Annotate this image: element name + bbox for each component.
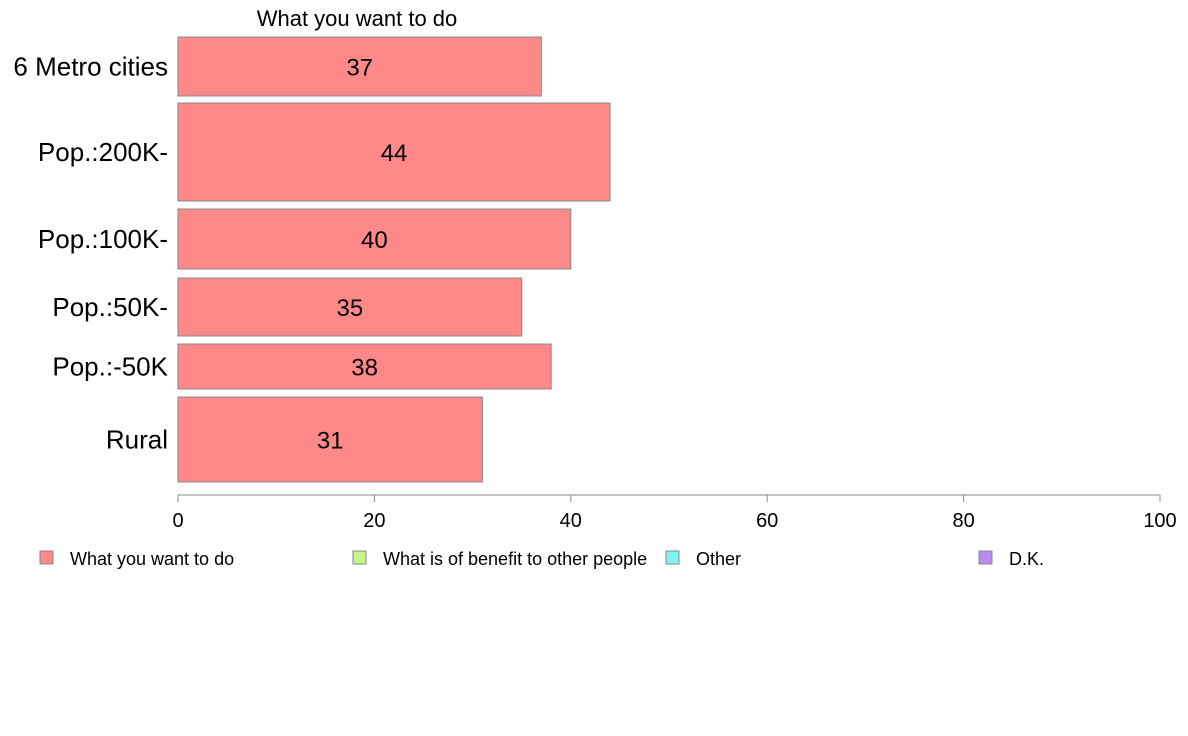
- data-label: 31: [317, 428, 344, 455]
- x-tick-label: 0: [172, 510, 183, 532]
- x-tick-label: 60: [756, 510, 778, 532]
- bar: [177, 277, 523, 337]
- data-label: 38: [351, 355, 378, 382]
- data-label: 35: [336, 295, 363, 322]
- legend-swatch: [352, 550, 367, 565]
- legend-label: What you want to do: [70, 549, 234, 569]
- legend-swatch: [665, 550, 680, 565]
- category-label: Pop.:-50K: [52, 352, 168, 382]
- x-axis: 0 20 40 60 80 100: [172, 494, 1177, 532]
- x-tick-label: 100: [1143, 510, 1176, 532]
- bar: [177, 343, 552, 390]
- x-tick-label: 40: [560, 510, 582, 532]
- category-labels: 6 Metro cities Pop.:200K- Pop.:100K- Pop.:5…: [13, 52, 168, 455]
- bar: [177, 208, 572, 270]
- data-label: 44: [381, 140, 408, 167]
- category-label: Pop.:200K-: [38, 137, 168, 167]
- category-label: Pop.:50K-: [52, 292, 168, 322]
- bar: [177, 36, 542, 97]
- category-label: Pop.:100K-: [38, 224, 168, 254]
- legend-label: What is of benefit to other people: [383, 549, 647, 569]
- data-label: 37: [346, 55, 373, 82]
- chart-title: What you want to do: [257, 6, 458, 31]
- legend: What you want to do What is of benefit to…: [39, 549, 1044, 569]
- legend-label: D.K.: [1009, 549, 1044, 569]
- x-tick-label: 20: [363, 510, 385, 532]
- bars-group: 37 44 40 35 38 31: [177, 36, 611, 483]
- bar: [177, 396, 483, 483]
- x-tick-label: 80: [952, 510, 974, 532]
- legend-label: Other: [696, 549, 741, 569]
- data-label: 40: [361, 227, 388, 254]
- category-label: Rural: [106, 425, 168, 455]
- category-label: 6 Metro cities: [13, 52, 168, 82]
- legend-swatch: [978, 550, 993, 565]
- bar: [177, 102, 611, 202]
- legend-swatch: [39, 550, 54, 565]
